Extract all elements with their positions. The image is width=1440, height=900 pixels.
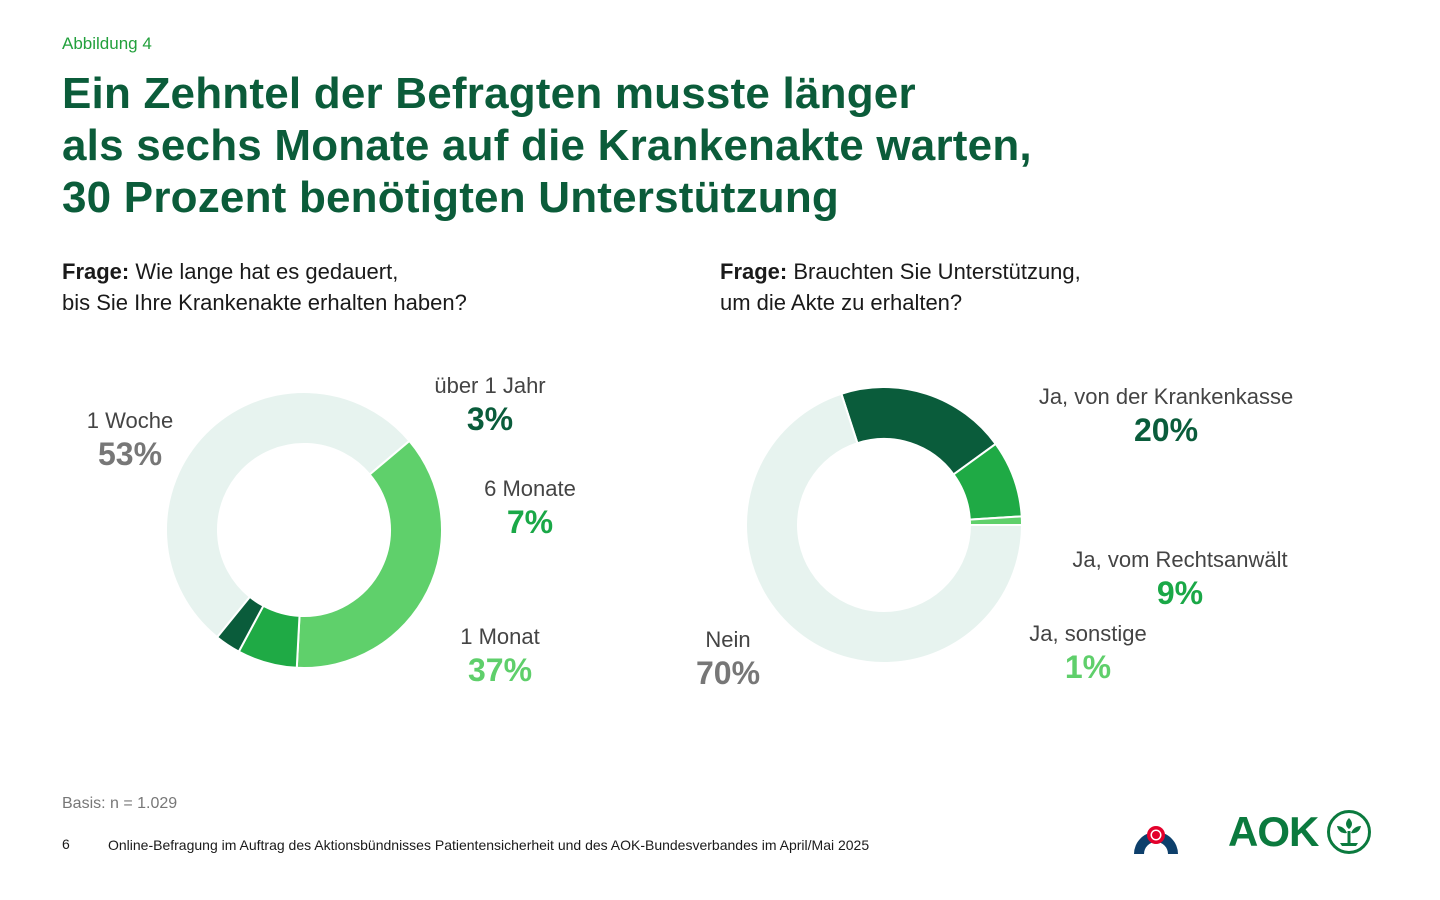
- category-label: 1 Monat: [460, 624, 540, 649]
- value-label: 53%: [97, 436, 163, 472]
- category-label: Ja, von der Krankenkasse: [1038, 384, 1294, 409]
- source-note: Online-Befragung im Auftrag des Aktionsb…: [108, 837, 870, 853]
- slice-label-ueber-1-jahr: über 1 Jahr 3%: [400, 371, 580, 437]
- question-text: bis Sie Ihre Krankenakte erhalten haben?: [62, 290, 467, 315]
- category-label: 1 Woche: [86, 408, 174, 433]
- duration-slice-1: [295, 439, 443, 669]
- duration-slice-3: [215, 595, 265, 653]
- slice-label-rechtsanwalt: Ja, vom Rechtsanwält 9%: [1040, 545, 1320, 611]
- value-label: 9%: [1156, 575, 1204, 611]
- page-number: 6: [62, 836, 70, 852]
- slice-label-krankenkasse: Ja, von der Krankenkasse 20%: [1006, 382, 1326, 448]
- figure-number: Abbildung 4: [62, 34, 152, 53]
- duration-slice-0: [165, 391, 411, 639]
- slice-label-1-monat: 1 Monat 37%: [410, 622, 590, 688]
- slice-label-nein: Nein 70%: [678, 625, 778, 691]
- question-prefix: Frage:: [720, 259, 788, 284]
- category-label: Nein: [705, 627, 751, 652]
- category-label: Ja, sonstige: [1029, 621, 1147, 646]
- value-label: 3%: [466, 401, 514, 437]
- title-line: 30 Prozent benötigten Unterstützung: [62, 173, 839, 222]
- slice-label-sonstige: Ja, sonstige 1%: [1008, 619, 1168, 685]
- aok-logo: AOK: [1228, 808, 1372, 856]
- category-label: 6 Monate: [484, 476, 576, 501]
- question-text: um die Akte zu erhalten?: [720, 290, 963, 315]
- aps-logo-icon: [1134, 826, 1178, 854]
- title-line: als sechs Monate auf die Krankenakte war…: [62, 121, 1032, 170]
- aok-logo-text: AOK: [1228, 808, 1319, 855]
- question-right: Frage: Brauchten Sie Unterstützung, um d…: [720, 256, 1081, 318]
- value-label: 1%: [1064, 649, 1112, 685]
- value-label: 70%: [695, 655, 761, 691]
- question-text: Brauchten Sie Unterstützung,: [793, 259, 1081, 284]
- question-text: Wie lange hat es gedauert,: [135, 259, 399, 284]
- aok-tree-icon: [1327, 810, 1372, 854]
- value-label: 37%: [467, 652, 533, 688]
- category-label: Ja, vom Rechtsanwält: [1072, 547, 1288, 572]
- page-title: Ein Zehntel der Befragten musste länger …: [62, 68, 1032, 224]
- category-label: über 1 Jahr: [434, 373, 546, 398]
- slice-label-6-monate: 6 Monate 7%: [440, 474, 620, 540]
- question-prefix: Frage:: [62, 259, 130, 284]
- donut-chart-duration: [165, 391, 443, 669]
- title-line: Ein Zehntel der Befragten musste länger: [62, 69, 916, 118]
- slice-label-1-woche: 1 Woche 53%: [62, 406, 198, 472]
- value-label: 7%: [506, 504, 554, 540]
- sample-basis: Basis: n = 1.029: [62, 795, 178, 812]
- donut-chart-support: [745, 386, 1024, 664]
- question-left: Frage: Wie lange hat es gedauert, bis Si…: [62, 256, 467, 318]
- value-label: 20%: [1133, 412, 1199, 448]
- support-slice-3: [745, 392, 1024, 664]
